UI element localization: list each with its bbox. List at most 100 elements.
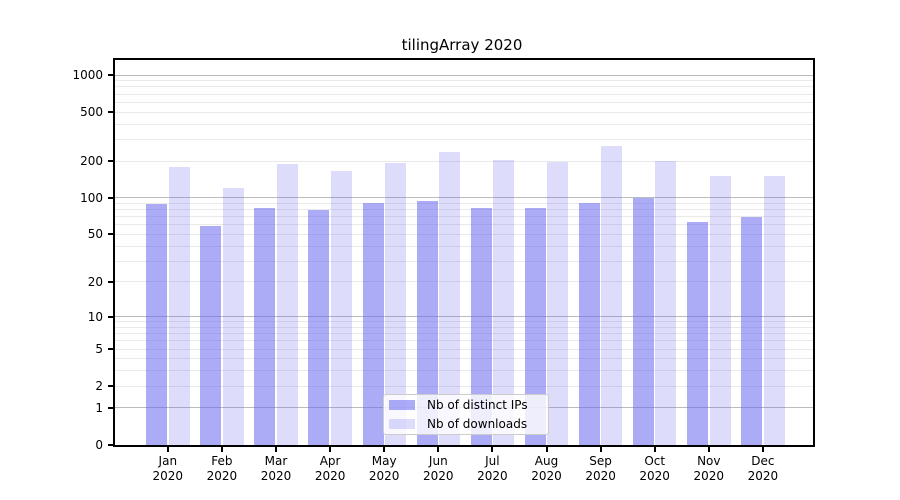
y-tick-label: 20 xyxy=(87,274,103,289)
x-tick xyxy=(761,447,764,452)
bar-distinct-ips xyxy=(200,225,222,445)
y-tick-label: 10 xyxy=(87,309,103,324)
gridline xyxy=(115,111,813,113)
legend-swatch xyxy=(389,399,415,410)
y-tick-label: 2 xyxy=(95,379,103,394)
x-tick-label: Sep 2020 xyxy=(585,454,616,483)
gridline xyxy=(115,224,813,226)
x-tick xyxy=(220,447,223,452)
gridline xyxy=(115,326,813,328)
y-tick xyxy=(108,160,114,163)
y-tick xyxy=(108,444,114,446)
bar-distinct-ips xyxy=(687,222,709,445)
bar-downloads xyxy=(547,162,569,445)
legend-swatch xyxy=(389,419,415,430)
y-tick-label: 0 xyxy=(95,438,103,452)
y-tick xyxy=(108,233,114,236)
x-tick xyxy=(329,447,332,452)
bar-downloads xyxy=(709,176,731,445)
gridline xyxy=(115,260,813,262)
bar-distinct-ips xyxy=(633,197,654,445)
x-tick-label: Jun 2020 xyxy=(423,454,454,483)
bar-downloads xyxy=(439,151,460,445)
x-tick-label: Feb 2020 xyxy=(206,454,238,483)
bar-distinct-ips xyxy=(578,203,600,445)
bar-distinct-ips xyxy=(470,208,492,445)
x-tick-label: Oct 2020 xyxy=(639,454,670,483)
chart-title: tilingArray 2020 xyxy=(401,36,523,54)
gridline xyxy=(115,93,813,95)
gridline xyxy=(115,245,813,247)
bar-downloads xyxy=(493,160,515,445)
gridline xyxy=(115,197,813,199)
y-tick xyxy=(108,315,114,318)
gridline xyxy=(115,101,813,103)
gridline xyxy=(115,80,813,82)
legend-label: Nb of distinct IPs xyxy=(427,397,528,412)
bar-distinct-ips xyxy=(416,201,438,445)
gridline xyxy=(115,370,813,372)
x-tick-label: Mar 2020 xyxy=(260,454,292,483)
gridline xyxy=(115,86,813,88)
y-tick xyxy=(108,74,114,77)
y-tick-label: 1000 xyxy=(72,68,103,83)
gridline xyxy=(115,209,813,211)
gridline xyxy=(115,321,813,323)
gridline xyxy=(115,385,813,387)
bar-downloads xyxy=(601,146,623,445)
legend-item: Nb of distinct IPs xyxy=(384,395,548,415)
bar-downloads xyxy=(763,175,785,445)
gridline xyxy=(115,281,813,283)
x-tick xyxy=(599,447,602,452)
bar-distinct-ips xyxy=(741,216,763,445)
gridline xyxy=(115,160,813,162)
bar-downloads xyxy=(655,161,677,445)
gridline xyxy=(115,216,813,218)
y-tick xyxy=(108,385,114,388)
bar-downloads xyxy=(222,188,244,445)
y-tick xyxy=(108,348,114,351)
bar-distinct-ips xyxy=(524,208,546,445)
bar-downloads xyxy=(168,166,190,445)
gridline xyxy=(115,123,813,125)
gridline xyxy=(115,233,813,235)
gridline xyxy=(115,138,813,140)
y-tick-label: 50 xyxy=(87,227,103,242)
x-tick xyxy=(383,447,386,452)
gridline xyxy=(115,348,813,350)
x-tick-label: May 2020 xyxy=(368,454,400,483)
x-tick xyxy=(545,447,548,452)
bar-distinct-ips xyxy=(362,203,384,445)
x-tick xyxy=(437,447,440,452)
plot-area: 0 1 2 5 10 20 50 100 200 500 1000 Jan 2020 Feb 2020… xyxy=(72,58,815,483)
gridline xyxy=(115,74,813,76)
gridline xyxy=(115,340,813,342)
bar-downloads xyxy=(384,163,406,445)
legend: Nb of distinct IPs Nb of downloads xyxy=(383,394,549,435)
gridline xyxy=(115,316,813,318)
y-tick-label: 100 xyxy=(80,190,103,205)
y-tick xyxy=(108,111,114,114)
y-tick-label: 200 xyxy=(80,154,103,169)
gridline xyxy=(115,358,813,360)
x-tick xyxy=(166,447,169,452)
x-tick-label: Nov 2020 xyxy=(693,454,725,483)
y-tick xyxy=(108,196,114,199)
x-tick-label: Jan 2020 xyxy=(152,454,184,483)
x-tick-label: Apr 2020 xyxy=(314,454,346,483)
y-tick xyxy=(108,280,114,283)
gridline xyxy=(115,202,813,204)
x-tick xyxy=(491,447,494,452)
y-tick xyxy=(108,406,114,409)
x-tick-label: Jul 2020 xyxy=(477,454,508,483)
legend-label: Nb of downloads xyxy=(427,417,528,432)
bar-distinct-ips xyxy=(146,204,168,445)
y-tick-label: 1 xyxy=(95,400,103,415)
x-tick xyxy=(653,447,656,452)
bar-downloads xyxy=(330,171,352,445)
x-tick-label: Aug 2020 xyxy=(531,454,562,483)
legend-item: Nb of downloads xyxy=(384,415,548,435)
gridline xyxy=(115,333,813,335)
y-tick-label: 500 xyxy=(80,105,103,120)
